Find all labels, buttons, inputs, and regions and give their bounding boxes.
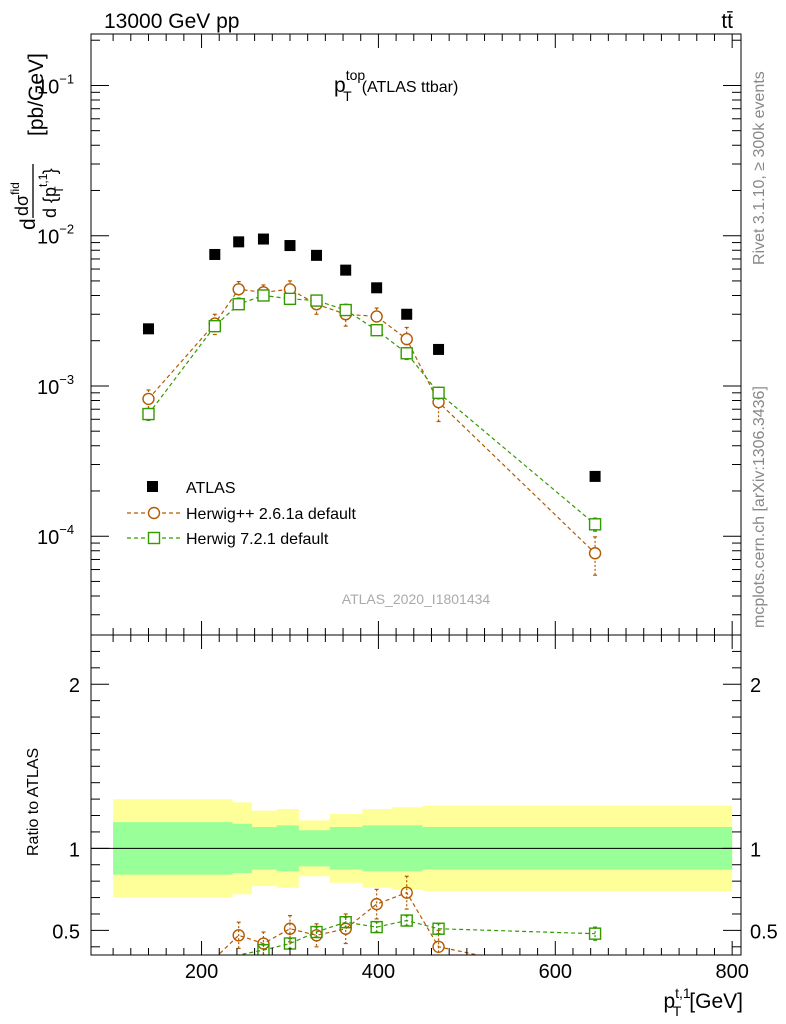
y-tick-label: 10−3 bbox=[37, 372, 74, 399]
ratio-point bbox=[370, 920, 383, 934]
ratio-plot-frame bbox=[90, 634, 742, 956]
ratio-series-1 bbox=[234, 914, 602, 955]
data-point bbox=[232, 298, 245, 311]
y-label-denominator: d {pt,1T} bbox=[36, 168, 66, 218]
legend-herwig7-marker bbox=[147, 531, 161, 545]
ratio-point bbox=[400, 886, 413, 899]
legend-herwig7-label: Herwig 7.2.1 default bbox=[186, 531, 329, 548]
legend-herwigpp-label: Herwig++ 2.6.1a default bbox=[186, 506, 356, 523]
y-tick-label: 10−4 bbox=[37, 522, 74, 549]
y-tick-label: 10−1 bbox=[37, 71, 74, 98]
ratio-y-tick-label-right: 0.5 bbox=[750, 921, 778, 943]
rivet-version-label: Rivet 3.1.10, ≥ 300k events bbox=[751, 71, 768, 265]
data-point bbox=[433, 343, 445, 355]
legend-herwigpp-marker bbox=[147, 506, 161, 520]
ratio-point bbox=[432, 922, 445, 935]
main-plot-panel: 10−1 10−2 10−3 10−4 bbox=[37, 33, 742, 636]
ratio-point bbox=[339, 915, 352, 929]
ratio-point bbox=[339, 922, 352, 935]
legend-atlas-marker bbox=[147, 481, 158, 492]
ratio-y-tick-label: 0.5 bbox=[52, 921, 80, 943]
legend: ATLAS Herwig++ 2.6.1a default Herwig 7.2… bbox=[127, 480, 356, 548]
plot-title: ptop T (ATLAS ttbar) bbox=[334, 67, 458, 104]
legend-atlas-label: ATLAS bbox=[186, 480, 236, 497]
data-point bbox=[311, 249, 323, 261]
ratio-y-tick-label: 2 bbox=[69, 675, 80, 697]
data-point bbox=[142, 392, 155, 406]
data-point bbox=[370, 323, 383, 337]
main-y-axis-label: d dσfid d {pt,1T} [pb/GeV] bbox=[8, 53, 66, 230]
main-series bbox=[142, 233, 602, 576]
mcplots-label: mcplots.cern.ch [arXiv:1306.3436] bbox=[751, 386, 768, 628]
energy-label: 13000 GeV pp bbox=[104, 10, 239, 33]
data-point bbox=[589, 470, 601, 482]
ratio-point bbox=[257, 943, 270, 955]
data-point bbox=[310, 294, 323, 307]
data-point bbox=[339, 303, 352, 317]
data-point bbox=[283, 292, 297, 306]
ratio-point bbox=[310, 925, 323, 939]
x-tick-label: 600 bbox=[539, 961, 572, 983]
x-axis-label: pt,1 T [GeV] bbox=[663, 985, 743, 1019]
ratio-point bbox=[283, 922, 297, 935]
data-point bbox=[142, 323, 154, 335]
data-point bbox=[371, 282, 383, 294]
y-label-numerator: dσfid bbox=[8, 182, 32, 216]
main-axis-ticks bbox=[91, 34, 741, 635]
data-point bbox=[233, 236, 245, 248]
series-2 bbox=[142, 289, 602, 532]
ratio-point bbox=[232, 929, 245, 942]
process-label: tt̄ bbox=[721, 10, 733, 33]
x-tick-label: 800 bbox=[715, 961, 748, 983]
data-point bbox=[340, 264, 352, 276]
ratio-series-line bbox=[217, 891, 481, 955]
data-point bbox=[257, 289, 270, 302]
data-point bbox=[142, 407, 155, 421]
ratio-point bbox=[370, 897, 383, 911]
data-point bbox=[432, 386, 445, 400]
data-point bbox=[284, 240, 296, 252]
x-tick-label: 400 bbox=[362, 961, 395, 983]
ratio-point bbox=[257, 937, 270, 950]
data-point bbox=[400, 332, 413, 346]
y-label-unit: [pb/GeV] bbox=[25, 53, 48, 136]
data-point bbox=[232, 283, 245, 296]
series-0 bbox=[142, 233, 601, 482]
data-point bbox=[208, 319, 222, 333]
x-tick-label: 200 bbox=[185, 961, 218, 983]
y-tick-label: 10−2 bbox=[37, 222, 74, 249]
ratio-axis-ticks bbox=[91, 635, 741, 955]
ratio-point bbox=[588, 927, 602, 940]
ratio-series bbox=[217, 875, 602, 955]
main-y-tick-labels: 10−1 10−2 10−3 10−4 bbox=[37, 71, 74, 549]
data-point bbox=[370, 310, 383, 323]
series-line bbox=[148, 294, 596, 525]
ratio-point bbox=[400, 914, 413, 927]
ratio-tick-labels: 0.5 0.5 1 1 2 2 200 400 600 800 bbox=[52, 675, 778, 983]
data-point bbox=[257, 233, 269, 245]
data-point bbox=[400, 347, 413, 360]
data-point bbox=[209, 248, 221, 260]
ratio-y-tick-label: 1 bbox=[69, 839, 80, 861]
ratio-point bbox=[432, 940, 445, 953]
ratio-plot-panel: 0.5 0.5 1 1 2 2 200 400 600 800 bbox=[52, 634, 778, 983]
ratio-y-axis-label: Ratio to ATLAS bbox=[25, 748, 42, 856]
data-point bbox=[588, 518, 602, 531]
ratio-y-tick-label-right: 1 bbox=[750, 839, 761, 861]
y-label-d: d bbox=[17, 218, 40, 230]
data-point bbox=[588, 547, 602, 560]
data-point bbox=[401, 308, 413, 320]
ratio-series-line bbox=[234, 919, 596, 955]
analysis-id-label: ATLAS_2020_I1801434 bbox=[342, 591, 491, 607]
ratio-y-tick-label-right: 2 bbox=[750, 675, 761, 697]
